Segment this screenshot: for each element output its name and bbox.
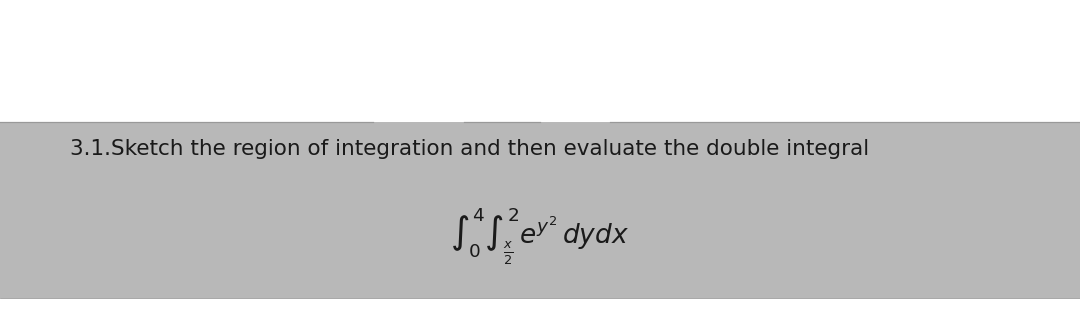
FancyBboxPatch shape: [0, 122, 1080, 298]
Text: 3.1.Sketch the region of integration and then evaluate the double integral: 3.1.Sketch the region of integration and…: [70, 139, 869, 159]
Text: $\int_0^4 \int_{\frac{x}{2}}^{2} e^{y^2}\,dydx$: $\int_0^4 \int_{\frac{x}{2}}^{2} e^{y^2}…: [450, 206, 630, 268]
